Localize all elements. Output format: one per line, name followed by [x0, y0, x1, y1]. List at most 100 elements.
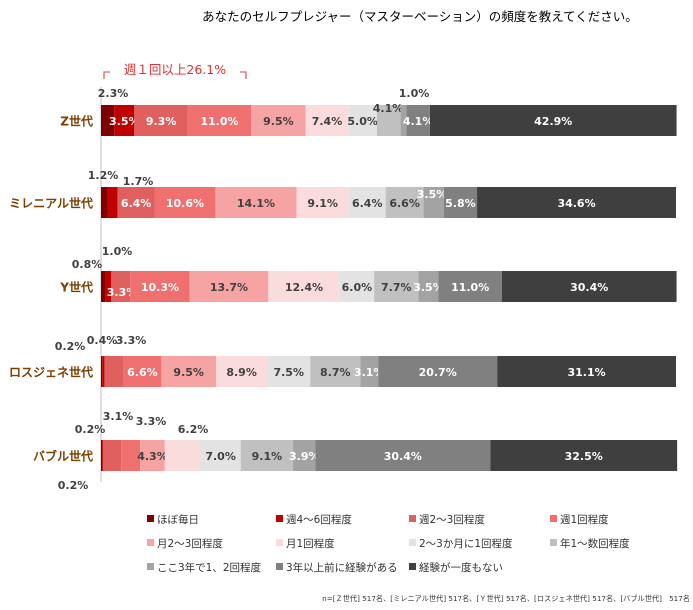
legend-swatch [550, 515, 557, 522]
data-label: 3.5% [417, 188, 448, 201]
bar-segment [117, 187, 155, 218]
bar-segment [385, 187, 424, 218]
bar-segment [348, 187, 386, 218]
bar-segment [102, 356, 105, 387]
data-label: 30.4% [384, 450, 422, 463]
data-label: 10.3% [141, 281, 179, 294]
legend-swatch [550, 539, 557, 546]
bar-segment [310, 356, 361, 387]
data-label: 2.3% [98, 87, 129, 100]
data-label: 9.5% [263, 115, 294, 128]
category-label: ロスジェネ世代 [9, 365, 93, 380]
data-label: 12.4% [285, 281, 323, 294]
legend-swatch [409, 539, 416, 546]
bar-segment [305, 105, 349, 136]
bar-segment [103, 440, 122, 471]
data-label: 9.1% [252, 450, 283, 463]
data-label: 7.4% [312, 115, 343, 128]
bar-segment [268, 271, 340, 302]
legend-label: 週4～6回程度 [286, 513, 352, 526]
bar-segment [101, 356, 103, 387]
data-label: 6.6% [389, 197, 420, 210]
data-label: 3.3% [107, 286, 138, 299]
category-label: ミレニアル世代 [9, 196, 93, 211]
bar-segment [130, 271, 190, 302]
bar-segment [164, 440, 201, 471]
data-label: 6.2% [178, 423, 209, 436]
bar-segment [161, 356, 216, 387]
data-label: 0.2% [75, 423, 106, 436]
bar-segment [200, 440, 241, 471]
bar-segment [406, 105, 430, 136]
data-label: 6.4% [352, 197, 383, 210]
data-label: 20.7% [419, 366, 457, 379]
data-label: 1.7% [123, 175, 154, 188]
bar-segment [315, 440, 491, 471]
legend-label: 2～3か月に1回程度 [419, 537, 513, 550]
bar-segment [101, 105, 115, 136]
chart-title: あなたのセルフプレジャー（マスターベーション）の頻度を教えてください。 [202, 9, 638, 24]
data-label: 10.6% [166, 197, 204, 210]
legend-swatch [147, 515, 154, 522]
data-label: 3.9% [289, 450, 320, 463]
bracket-left [103, 71, 110, 79]
legend-label: ほぼ毎日 [157, 513, 199, 526]
data-label: 11.0% [200, 115, 238, 128]
data-label: 3.3% [116, 334, 147, 347]
data-label: 5.0% [347, 115, 378, 128]
bar-segment [348, 105, 377, 136]
data-label: 7.7% [381, 281, 412, 294]
data-label: 13.7% [210, 281, 248, 294]
bar-segment [134, 105, 188, 136]
bar-segment [400, 105, 407, 136]
bar-segment [216, 356, 268, 387]
data-label: 32.5% [565, 450, 603, 463]
bar-segment [423, 187, 444, 218]
data-label: 4.1% [373, 102, 404, 115]
bar-segment [377, 105, 401, 136]
bar-segment [501, 271, 677, 302]
bar-segment [101, 440, 103, 471]
data-label: 11.0% [451, 281, 489, 294]
legend-label: ここ3年で1、2回程度 [157, 561, 262, 574]
data-label: 14.1% [237, 197, 275, 210]
category-label: Y世代 [59, 280, 93, 295]
bar-segment [339, 271, 375, 302]
bar-segment [154, 187, 216, 218]
bar-segment [102, 440, 104, 471]
data-label: 1.0% [399, 87, 430, 100]
data-label: 0.2% [55, 340, 86, 353]
bar-segment [111, 271, 131, 302]
legend-label: 月1回程度 [286, 537, 335, 550]
data-label: 3.1% [354, 366, 385, 379]
bar-segment [121, 440, 141, 471]
bar-segment [429, 105, 677, 136]
legend-label: 経験が一度もない [419, 561, 503, 574]
bar-segment [251, 105, 306, 136]
bar-segment [107, 187, 118, 218]
bar-segment [378, 356, 498, 387]
bar-segment [477, 187, 676, 218]
legend-swatch [409, 563, 416, 570]
bar-segment [293, 440, 316, 471]
legend-swatch [147, 539, 154, 546]
bracket-label: 週１回以上26.1% [124, 62, 226, 77]
data-label: 6.4% [121, 197, 152, 210]
data-label: 6.0% [342, 281, 373, 294]
legend-label: 3年以上前に経験がある [286, 561, 398, 574]
category-label: Z世代 [60, 114, 93, 129]
bar-segment [490, 440, 678, 471]
data-label: 42.9% [534, 115, 572, 128]
legend-swatch [276, 539, 283, 546]
data-label: 8.9% [226, 366, 257, 379]
legend-swatch [276, 515, 283, 522]
bar-segment [114, 105, 135, 136]
bar-segment [215, 187, 297, 218]
data-label: 7.5% [273, 366, 304, 379]
data-label: 8.7% [320, 366, 351, 379]
data-label: 4.3% [137, 450, 168, 463]
legend-swatch [276, 563, 283, 570]
